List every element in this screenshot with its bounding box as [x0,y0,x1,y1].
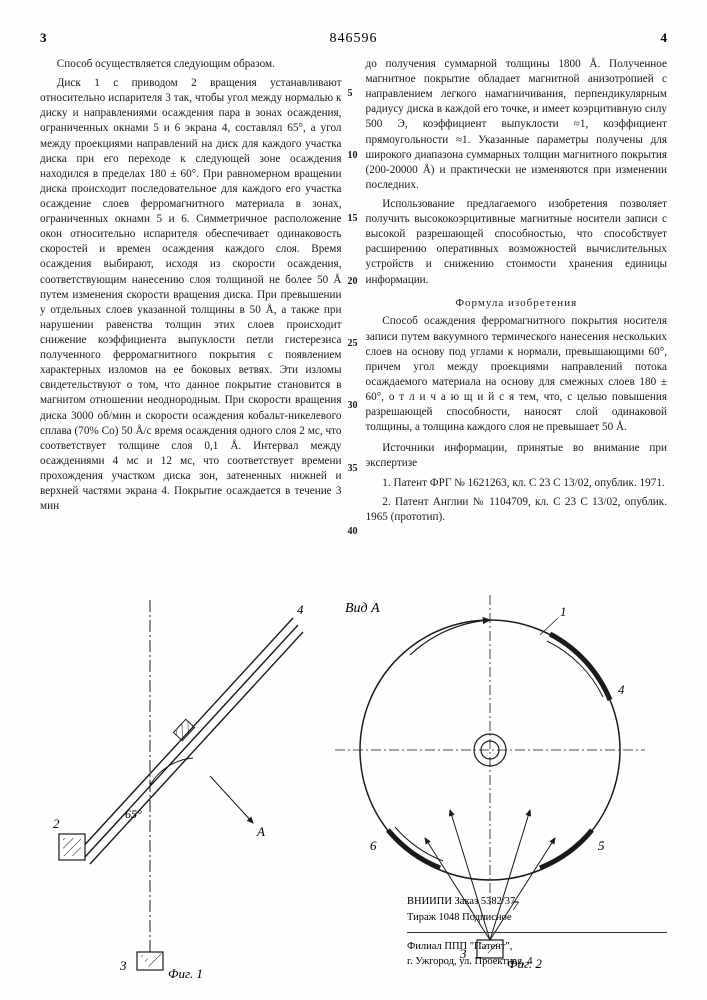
patent-number: 846596 [330,31,378,47]
col-right-p1: до получения суммарной толщины 1800 Å. П… [366,57,668,193]
col-right-p3: Способ осаждения ферромагнитного покрыти… [366,314,668,435]
patent-page: 3 846596 4 Способ осуществляется следующ… [0,0,707,1000]
imprint-footer: ВНИИПИ Заказ 5382/37 Тираж 1048 Подписно… [407,894,667,970]
footer-l3: Филиал ППП "Патент", [407,939,667,955]
label-1: 1 [560,604,567,619]
angle-label: 65° [125,807,142,821]
line-num: 15 [348,212,358,226]
line-num: 20 [348,275,358,289]
line-num: 10 [348,149,358,163]
formula-title: Формула изобретения [366,296,668,311]
footer-l4: г. Ужгород, ул. Проектная, 4 [407,954,667,970]
line-num: 40 [348,525,358,539]
label-5: 5 [598,838,605,853]
page-header: 3 846596 4 [40,30,667,47]
sources-title: Источники информации, принятые во вниман… [366,441,668,471]
label-4b: 4 [618,682,625,697]
figures-block: 2 4 65° А 3 Фиг. 1 Вид А [40,580,667,990]
view-a-label: Вид А [345,601,380,616]
line-num: 5 [348,87,353,101]
col-left-p2: Диск 1 с приводом 2 вращения устанавлива… [40,76,342,514]
label-2: 2 [53,816,60,831]
line-num: 25 [348,337,358,351]
figure-1: 2 4 65° А 3 Фиг. 1 [53,600,304,981]
col-right-p2: Использование предлагаемого изобретения … [366,197,668,288]
source-2: 2. Патент Англии № 1104709, кл. С 23 С 1… [366,495,668,525]
page-num-left: 3 [40,30,47,46]
source-1: 1. Патент ФРГ № 1621263, кл. С 23 С 13/0… [366,476,668,491]
footer-l2: Тираж 1048 Подписное [407,910,667,926]
a-label: А [256,824,265,839]
line-num: 30 [348,399,358,413]
fig1-caption: Фиг. 1 [168,966,203,981]
footer-divider [407,932,667,933]
label-4: 4 [297,602,304,617]
left-column: Способ осуществляется следующим образом.… [40,57,342,529]
text-columns: Способ осуществляется следующим образом.… [40,57,667,529]
line-num: 35 [348,462,358,476]
right-column: 5 10 15 20 25 30 35 40 до получения сумм… [366,57,668,529]
page-num-right: 4 [661,30,668,46]
label-6: 6 [370,838,377,853]
col-left-p1: Способ осуществляется следующим образом. [40,57,342,72]
label-3: 3 [119,958,127,973]
footer-l1: ВНИИПИ Заказ 5382/37 [407,894,667,910]
